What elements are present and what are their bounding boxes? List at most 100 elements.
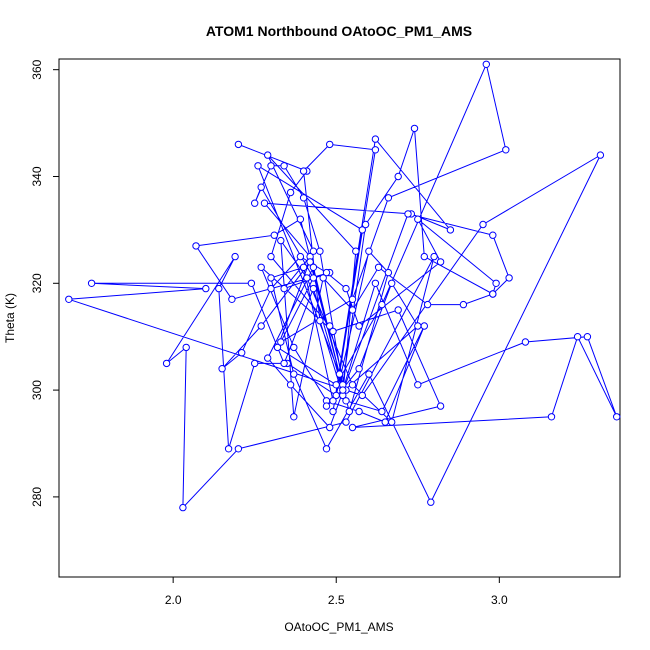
y-axis-label: Theta (K) xyxy=(3,293,17,343)
data-point xyxy=(345,407,353,416)
data-point xyxy=(267,252,275,261)
data-point xyxy=(427,498,435,506)
data-point xyxy=(224,445,233,453)
data-point xyxy=(348,306,357,314)
data-point xyxy=(459,300,468,309)
data-point xyxy=(264,151,272,159)
data-point xyxy=(378,300,386,309)
data-point xyxy=(384,268,393,277)
data-point xyxy=(414,381,422,389)
data-point xyxy=(489,290,497,298)
data-point xyxy=(388,279,396,287)
data-point xyxy=(316,247,324,255)
data-point xyxy=(329,407,337,416)
data-point xyxy=(192,242,200,250)
data-point xyxy=(430,252,438,261)
data-point xyxy=(309,274,318,282)
data-point xyxy=(267,284,275,293)
data-point xyxy=(482,60,490,69)
data-point xyxy=(365,247,373,255)
plot-frame xyxy=(58,58,621,578)
data-point xyxy=(309,263,318,271)
data-point xyxy=(299,194,308,202)
data-point xyxy=(348,295,357,303)
data-point xyxy=(251,199,259,207)
data-point xyxy=(502,146,510,154)
data-point xyxy=(280,359,288,368)
data-point xyxy=(352,247,360,255)
data-point xyxy=(361,220,370,229)
y-tick-label: 360 xyxy=(30,59,44,79)
data-point xyxy=(326,423,334,432)
data-point xyxy=(277,338,285,346)
data-point xyxy=(322,268,331,277)
data-point xyxy=(332,381,340,389)
data-point xyxy=(489,231,497,239)
data-point xyxy=(394,172,402,181)
data-point xyxy=(358,226,366,234)
data-point xyxy=(277,236,285,245)
data-point xyxy=(492,279,500,287)
data-point xyxy=(436,402,445,410)
data-point xyxy=(215,284,223,293)
data-point xyxy=(254,162,262,170)
data-point xyxy=(342,418,350,426)
data-point xyxy=(270,231,278,239)
y-tick-label: 340 xyxy=(30,166,44,186)
data-point xyxy=(251,359,259,368)
data-point xyxy=(371,279,380,287)
data-point xyxy=(378,407,386,416)
data-point xyxy=(436,258,445,266)
data-point xyxy=(342,397,350,405)
data-point xyxy=(299,263,308,271)
data-point xyxy=(286,188,295,197)
data-point xyxy=(290,413,298,421)
x-axis-label: OAtoOC_PM1_AMS xyxy=(284,620,393,634)
data-point xyxy=(296,215,305,223)
data-point xyxy=(162,359,171,368)
y-tick-label: 300 xyxy=(30,380,44,400)
data-point xyxy=(202,284,210,293)
y-axis: 280 300 320 340 360 xyxy=(30,59,59,507)
data-point xyxy=(420,252,428,261)
data-point xyxy=(319,274,327,282)
x-tick-label: 2.0 xyxy=(165,593,182,607)
data-point xyxy=(348,423,357,432)
data-series xyxy=(65,60,621,512)
x-tick-label: 3.0 xyxy=(491,593,508,607)
data-point xyxy=(231,252,239,261)
data-point xyxy=(65,295,73,303)
data-point xyxy=(316,317,324,325)
data-point xyxy=(355,365,363,373)
data-point xyxy=(309,247,318,255)
data-point xyxy=(329,397,337,405)
data-point xyxy=(290,343,298,352)
data-point xyxy=(404,210,412,218)
chart-title: ATOM1 Northbound OAtoOC_PM1_AMS xyxy=(206,23,472,39)
data-point xyxy=(332,391,340,400)
data-point xyxy=(596,151,605,159)
y-tick-label: 320 xyxy=(30,273,44,293)
y-tick-label: 280 xyxy=(30,487,44,507)
data-point xyxy=(329,327,337,336)
data-point xyxy=(505,274,513,282)
data-point xyxy=(521,338,530,346)
data-point xyxy=(273,343,282,352)
data-point xyxy=(423,300,432,309)
data-point xyxy=(280,284,288,293)
data-point xyxy=(583,333,592,341)
data-point xyxy=(322,402,331,410)
data-point xyxy=(371,146,380,154)
data-point xyxy=(371,135,380,143)
data-point xyxy=(286,381,295,389)
data-point xyxy=(303,274,311,282)
data-point xyxy=(547,413,556,421)
data-point xyxy=(309,284,318,293)
data-point xyxy=(348,381,357,389)
data-point xyxy=(267,274,275,282)
data-point xyxy=(260,199,269,207)
data-point xyxy=(335,370,344,378)
data-point xyxy=(228,295,236,303)
data-point xyxy=(234,140,243,149)
